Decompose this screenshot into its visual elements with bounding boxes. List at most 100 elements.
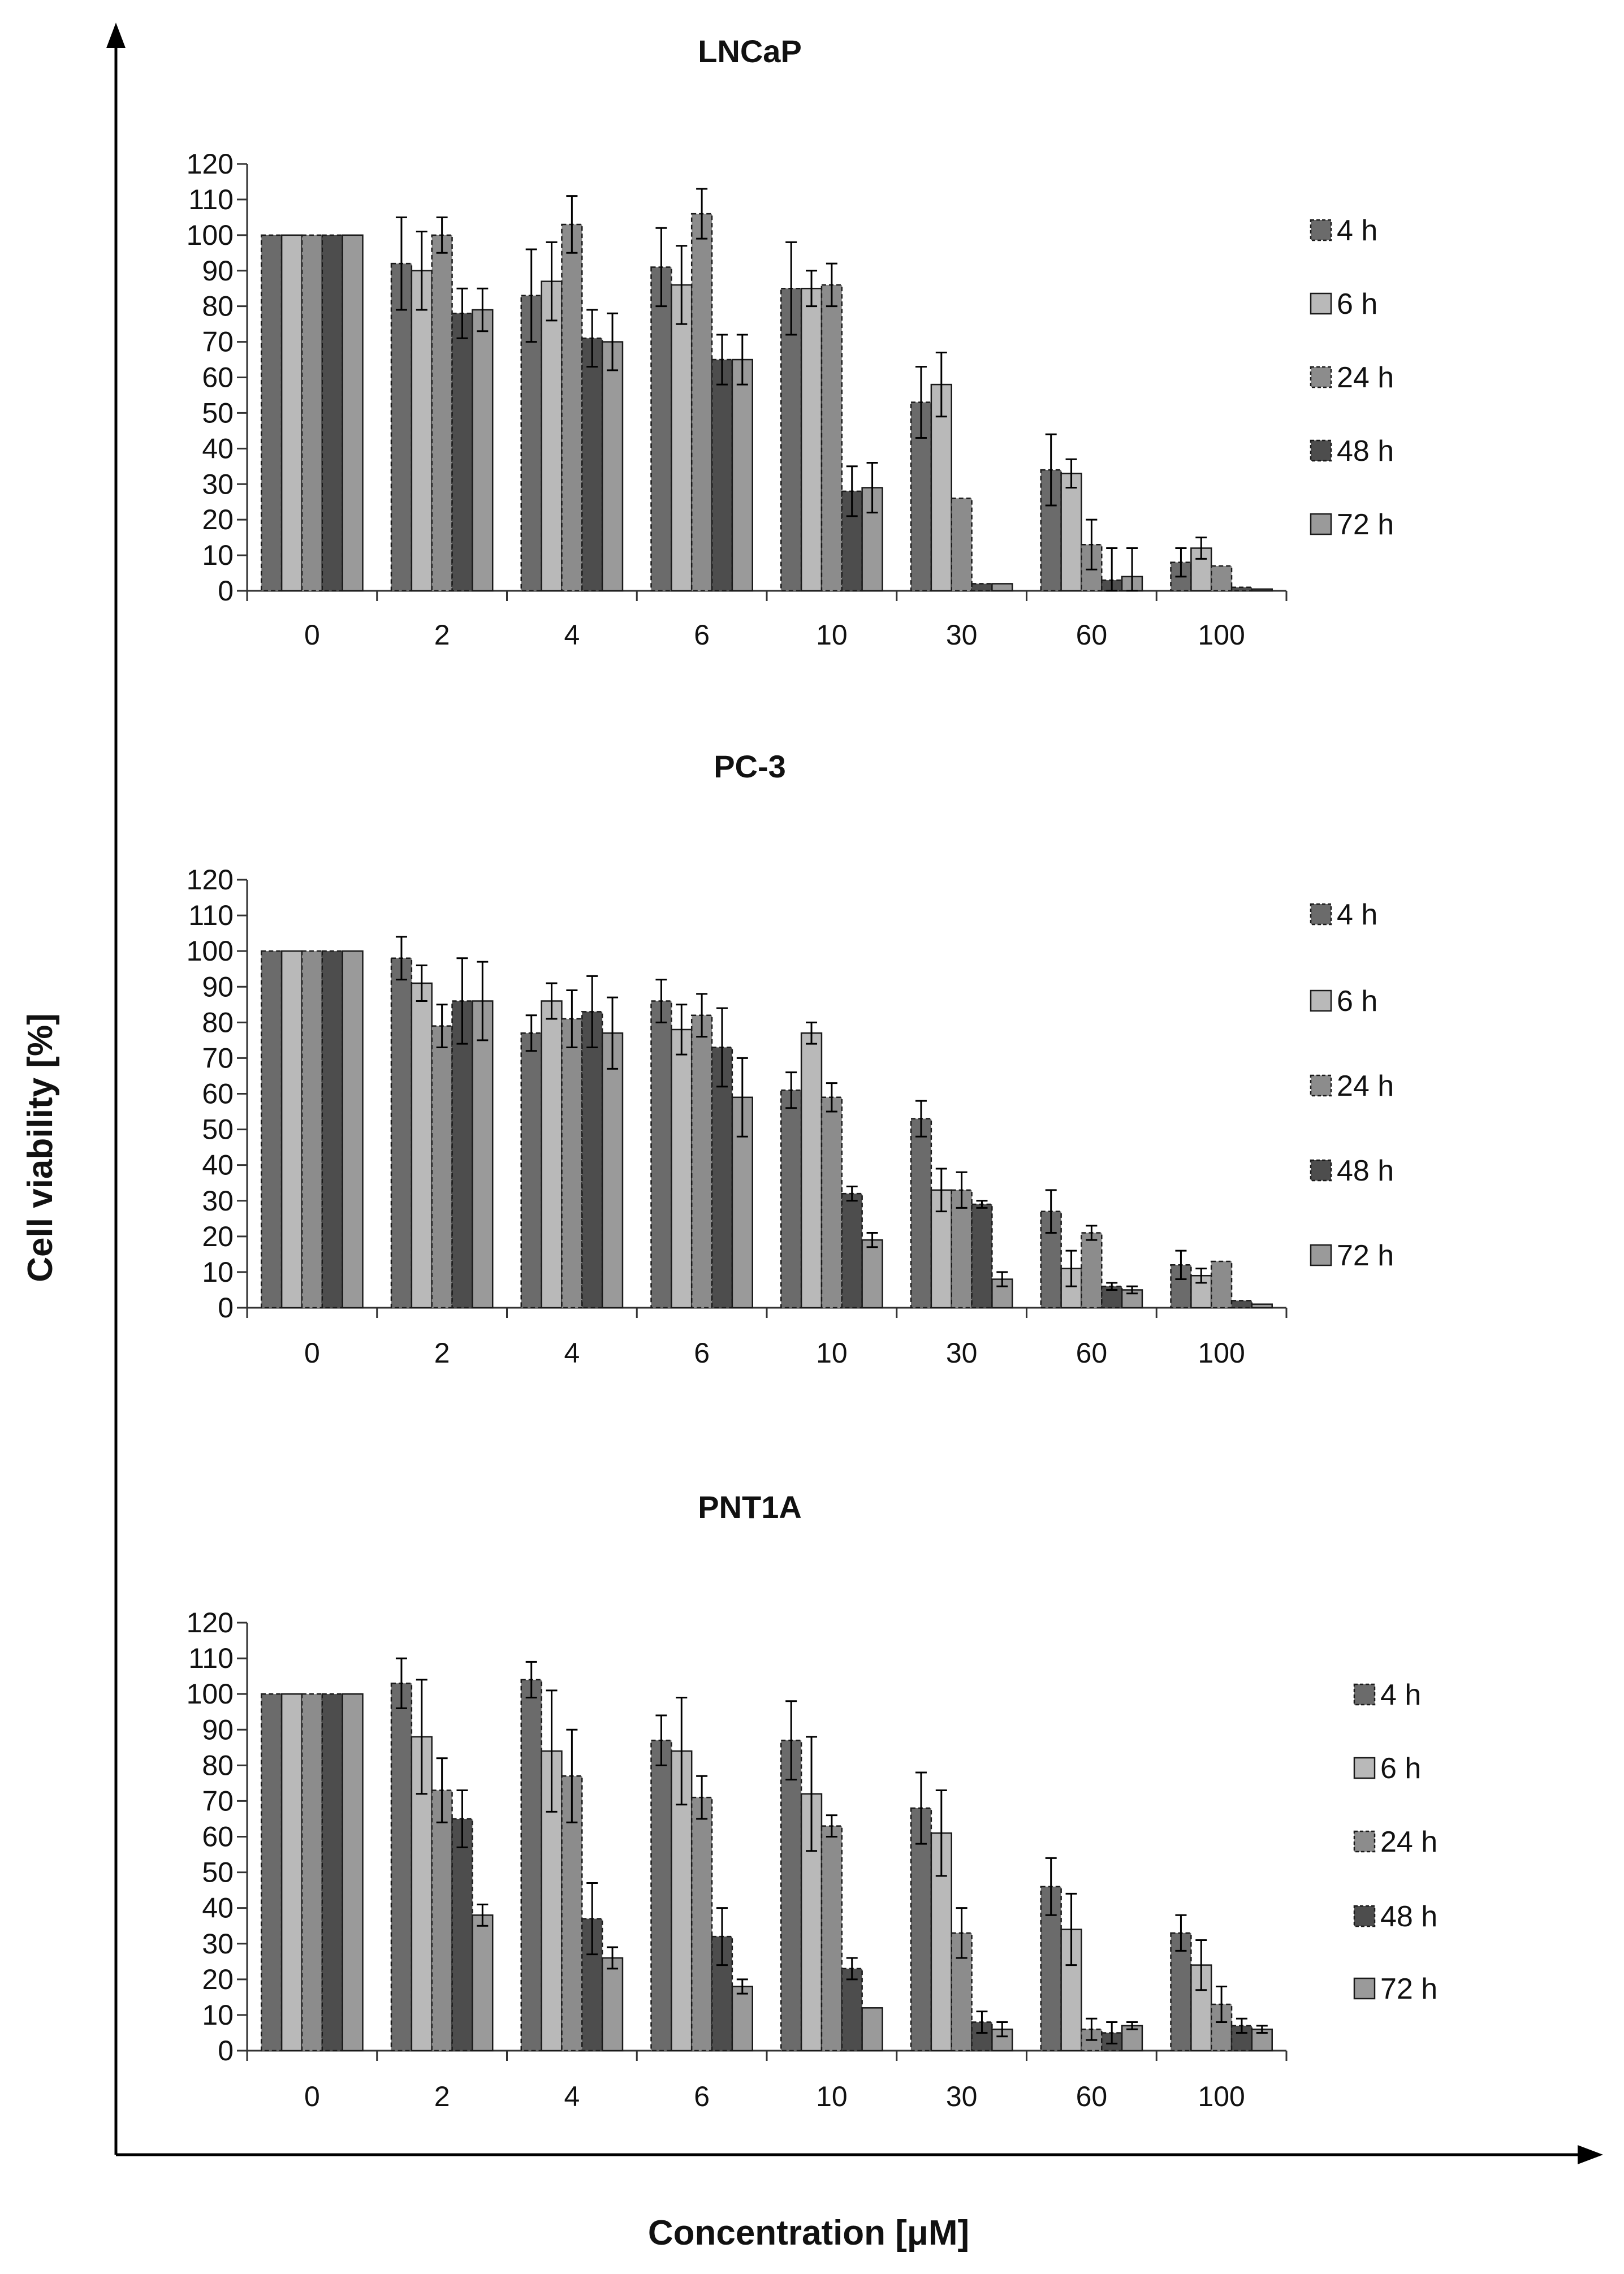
error-bar: [1175, 1250, 1187, 1281]
error-bar: [935, 1168, 947, 1213]
y-tick-label: 0: [218, 1292, 234, 1324]
error-bar: [1086, 518, 1098, 570]
error-bar: [1195, 1939, 1207, 1991]
bar-24h-2: [431, 234, 453, 592]
bar-6h-60: [1060, 473, 1082, 592]
x-tick-label: 4: [564, 2081, 580, 2112]
error-bar: [915, 1771, 927, 1845]
bar-4h-30: [910, 1118, 932, 1309]
error-bar: [586, 1882, 598, 1956]
x-tick-label: 30: [946, 1337, 978, 1369]
error-bar: [1175, 1914, 1187, 1952]
error-bar: [676, 1696, 688, 1806]
x-tick-label: 60: [1076, 619, 1108, 651]
legend-swatch-4h: [1353, 1683, 1376, 1706]
outer-axes: [106, 23, 1603, 2164]
error-bar: [716, 1007, 728, 1088]
bar-24h-6: [690, 1796, 713, 2052]
error-bar: [716, 1907, 728, 1966]
error-bar: [1216, 1985, 1228, 2024]
legend-label: 72 h: [1337, 508, 1394, 541]
error-bar: [935, 351, 947, 418]
outer-y-arrowhead: [106, 23, 126, 48]
error-bar: [436, 1004, 448, 1048]
y-tick-label: 80: [202, 1749, 234, 1781]
error-bar: [1086, 1225, 1098, 1241]
bar-6h-4: [541, 1000, 563, 1309]
bar-48h-100: [1230, 586, 1253, 592]
error-bar: [436, 1757, 448, 1823]
y-tick-label: 10: [202, 539, 234, 571]
error-bar: [676, 245, 688, 325]
bar-6h-10: [800, 1032, 823, 1309]
y-tick-label: 50: [202, 1857, 234, 1888]
legend-label: 24 h: [1380, 1826, 1437, 1858]
error-bar: [1175, 547, 1187, 578]
error-bar: [395, 216, 407, 311]
bar-6h-30: [930, 383, 952, 592]
y-tick-label: 30: [202, 1928, 234, 1960]
legend-label: 6 h: [1337, 985, 1377, 1018]
y-tick-label: 90: [202, 1714, 234, 1745]
chart-title: PC-3: [714, 749, 786, 784]
error-bar: [1065, 1892, 1077, 1966]
y-tick-label: 60: [202, 1821, 234, 1853]
x-tick-label: 100: [1198, 2081, 1245, 2112]
error-bar: [525, 1014, 537, 1052]
y-tick-label: 50: [202, 1114, 234, 1145]
legend-swatch-48h: [1310, 1159, 1332, 1182]
error-bar: [456, 287, 468, 339]
legend-swatch-6h: [1353, 1757, 1376, 1779]
legend-swatch-6h: [1310, 989, 1332, 1012]
y-tick-label: 30: [202, 468, 234, 500]
bar-6h-6: [671, 1028, 693, 1309]
error-bar: [1126, 2021, 1138, 2030]
error-bar: [525, 248, 537, 343]
bar-72h-4: [601, 1032, 624, 1309]
y-tick-label: 50: [202, 397, 234, 429]
bar-72h-2: [472, 1000, 494, 1309]
bar-72h-10: [861, 2007, 883, 2052]
bar-24h-30: [951, 498, 973, 592]
bar-4h-0: [261, 1693, 283, 2052]
error-bar: [996, 1271, 1008, 1287]
error-bar: [546, 982, 558, 1020]
bar-4h-4: [520, 295, 542, 592]
x-tick-label: 6: [694, 619, 710, 651]
bar-6h-0: [280, 1693, 303, 2052]
bar-72h-6: [731, 1986, 753, 2052]
bar-72h-6: [731, 358, 753, 592]
bar-4h-6: [650, 266, 672, 592]
bar-72h-100: [1251, 1303, 1273, 1309]
error-bar: [655, 227, 667, 308]
x-tick-label: 30: [946, 619, 978, 651]
bar-72h-4: [601, 341, 624, 592]
bar-48h-2: [451, 1000, 473, 1309]
error-bar: [846, 1186, 858, 1202]
bar-4h-10: [780, 1739, 802, 2052]
error-bar: [607, 1946, 619, 1970]
error-bar: [806, 1736, 818, 1852]
error-bar: [1195, 537, 1207, 560]
error-bar: [1126, 1285, 1138, 1295]
bar-72h-4: [601, 1957, 624, 2052]
error-bar: [1106, 1282, 1118, 1291]
bar-4h-6: [650, 1000, 672, 1309]
y-tick-label: 90: [202, 255, 234, 287]
bar-4h-2: [390, 1682, 413, 2052]
error-bar: [736, 334, 748, 386]
x-axis-title: Concentration [μM]: [648, 2214, 969, 2253]
error-bar: [676, 1004, 688, 1056]
x-tick-label: 0: [304, 619, 320, 651]
error-bar: [976, 2011, 988, 2034]
y-tick-label: 110: [188, 1642, 234, 1674]
error-bar: [655, 979, 667, 1023]
error-bar: [696, 993, 708, 1038]
error-bar: [785, 1071, 797, 1109]
error-bar: [1065, 1250, 1077, 1287]
x-tick-label: 2: [434, 619, 450, 651]
bar-6h-6: [671, 284, 693, 592]
y-tick-label: 0: [218, 575, 234, 607]
bar-4h-10: [780, 1089, 802, 1309]
